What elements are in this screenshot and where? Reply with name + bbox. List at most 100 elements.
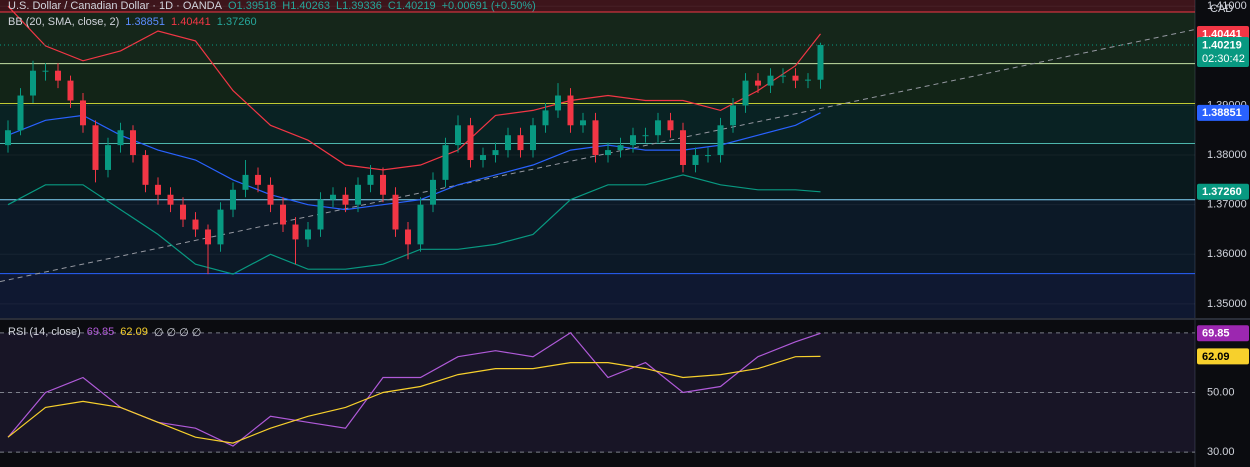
candle-body bbox=[455, 125, 461, 146]
bb-upper: 1.40441 bbox=[171, 16, 211, 28]
candle-body bbox=[467, 125, 474, 161]
candle-body bbox=[167, 194, 174, 205]
candle-body bbox=[430, 179, 436, 205]
candle-body bbox=[717, 125, 724, 156]
candle-body bbox=[680, 130, 686, 165]
bb-legend: BB (20, SMA, close, 2) 1.38851 1.40441 1… bbox=[8, 16, 257, 28]
price-axis-bg bbox=[1195, 0, 1250, 467]
candle-body bbox=[505, 135, 511, 151]
candle-body bbox=[655, 120, 661, 136]
candle-body bbox=[30, 70, 36, 96]
candle-body bbox=[392, 194, 399, 230]
candle-body bbox=[230, 189, 236, 210]
countdown: 02:30:42 bbox=[1202, 53, 1245, 65]
candle-body bbox=[367, 174, 374, 185]
candle-body bbox=[580, 120, 586, 126]
candle-body bbox=[642, 135, 649, 137]
candle-body bbox=[280, 204, 286, 225]
candle-body bbox=[805, 79, 811, 81]
candle-body bbox=[105, 145, 111, 170]
candle-body bbox=[417, 204, 424, 245]
candle-body bbox=[817, 44, 824, 80]
lower-band-badge: 1.37260 bbox=[1202, 186, 1242, 198]
candle-body bbox=[317, 199, 324, 230]
candle-body bbox=[330, 194, 336, 200]
candle-body bbox=[492, 150, 499, 156]
rsi-ma-badge: 62.09 bbox=[1202, 351, 1230, 363]
rsi-value: 69.85 bbox=[86, 326, 115, 338]
candle-body bbox=[42, 70, 49, 72]
basis-badge-bg bbox=[1197, 104, 1249, 121]
indicator-line bbox=[7, 5, 821, 171]
rsi-extra: ∅ ∅ ∅ ∅ bbox=[153, 327, 202, 339]
candle-body bbox=[555, 95, 561, 111]
zone bbox=[0, 63, 1195, 104]
candle-body bbox=[242, 174, 249, 190]
y-tick-label: 50.00 bbox=[1207, 386, 1235, 398]
rsi-legend: RSI (14, close) 69.85 62.09 ∅ ∅ ∅ ∅ bbox=[8, 326, 201, 339]
candle-body bbox=[255, 174, 261, 185]
ohlc-change: +0.00691 (+0.50%) bbox=[441, 0, 536, 12]
y-tick-label: 1.41000 bbox=[1207, 0, 1247, 12]
symbol-title: U.S. Dollar / Canadian Dollar · 1D · OAN… bbox=[8, 0, 222, 12]
candle-body bbox=[205, 229, 211, 245]
y-tick-label: 1.35000 bbox=[1207, 298, 1247, 310]
candle-body bbox=[142, 155, 149, 185]
candle-body bbox=[755, 80, 761, 86]
currency-label: CAD bbox=[1210, 3, 1233, 15]
rsi-badge: 69.85 bbox=[1202, 328, 1230, 340]
candle-body bbox=[617, 145, 624, 151]
y-tick-label: 1.37000 bbox=[1207, 199, 1247, 211]
candle-body bbox=[567, 95, 574, 126]
rsi-ma-badge-bg bbox=[1197, 348, 1249, 365]
candle-body bbox=[55, 70, 61, 81]
bb-title: BB (20, SMA, close, 2) bbox=[8, 16, 120, 28]
candle-body bbox=[67, 80, 74, 101]
candle-body bbox=[80, 100, 86, 126]
candle-body bbox=[130, 130, 136, 156]
candle-body bbox=[792, 75, 799, 81]
candle-body bbox=[117, 130, 124, 146]
candle-body bbox=[530, 125, 536, 151]
y-tick-label: 30.00 bbox=[1207, 446, 1235, 458]
trend-line bbox=[0, 29, 1196, 283]
last-price-badge: 1.40219 bbox=[1202, 39, 1242, 51]
zone bbox=[0, 199, 1195, 274]
ohlc-low: L1.39336 bbox=[336, 0, 382, 12]
candle-body bbox=[542, 110, 549, 126]
ohlc-high: H1.40263 bbox=[282, 0, 331, 12]
candle-body bbox=[355, 184, 361, 205]
y-tick-label: 1.38000 bbox=[1207, 149, 1247, 161]
candle-body bbox=[180, 204, 186, 220]
symbol-header: U.S. Dollar / Canadian Dollar · 1D · OAN… bbox=[8, 0, 536, 12]
candle-body bbox=[267, 184, 274, 205]
indicator-line bbox=[7, 355, 821, 444]
candle-body bbox=[605, 150, 611, 156]
ohlc-open: O1.39518 bbox=[227, 0, 277, 12]
candle-body bbox=[217, 209, 224, 245]
candle-body bbox=[517, 135, 524, 151]
candle-body bbox=[305, 229, 311, 240]
zone bbox=[0, 12, 1195, 64]
bb-basis: 1.38851 bbox=[125, 16, 166, 28]
candle-body bbox=[730, 105, 736, 126]
candle-body bbox=[292, 224, 299, 240]
rsi-title: RSI (14, close) bbox=[8, 326, 81, 338]
candle-body bbox=[692, 155, 699, 165]
candle-body bbox=[705, 155, 711, 157]
rsi-ma-value: 62.09 bbox=[120, 326, 148, 338]
candle-body bbox=[5, 130, 11, 146]
candle-body bbox=[342, 194, 349, 205]
zone bbox=[0, 0, 1195, 13]
y-tick-label: 1.36000 bbox=[1207, 248, 1247, 260]
candle-body bbox=[92, 125, 99, 170]
lower-band-badge-bg bbox=[1197, 183, 1249, 200]
bb-lower: 1.37260 bbox=[216, 16, 257, 28]
candle-body bbox=[742, 80, 749, 106]
candle-body bbox=[380, 174, 386, 195]
candle-body bbox=[630, 135, 636, 146]
candle-body bbox=[767, 75, 774, 86]
candle-body bbox=[192, 219, 199, 230]
